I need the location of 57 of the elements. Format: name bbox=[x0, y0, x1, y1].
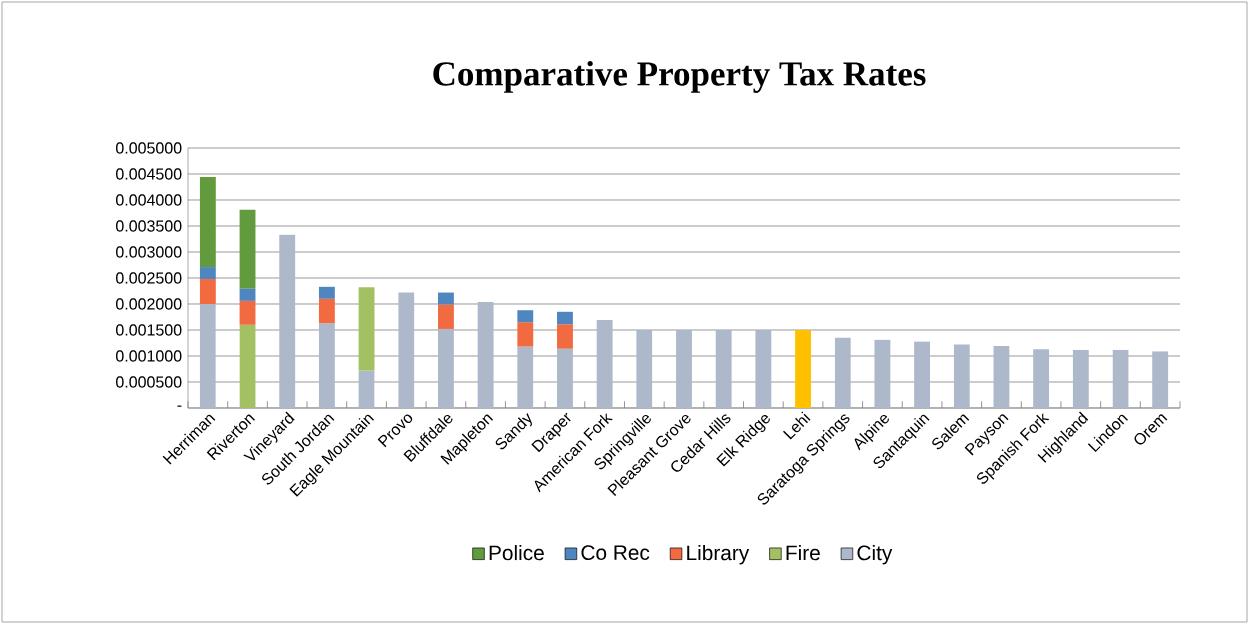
bar bbox=[795, 329, 811, 408]
legend-label: Police bbox=[489, 544, 544, 561]
legend-label: Co Rec bbox=[581, 545, 650, 561]
legend-label: Library bbox=[687, 544, 750, 565]
bar bbox=[437, 304, 454, 329]
bar bbox=[636, 329, 653, 408]
bar bbox=[199, 303, 216, 408]
bar bbox=[1072, 349, 1089, 408]
bar bbox=[517, 310, 534, 323]
bar bbox=[199, 267, 216, 280]
bar bbox=[676, 329, 692, 408]
bar bbox=[358, 287, 375, 371]
bar bbox=[358, 370, 375, 408]
bar bbox=[318, 323, 335, 408]
bar bbox=[1152, 351, 1169, 408]
bar bbox=[318, 286, 335, 299]
y-tick-label: - bbox=[177, 405, 182, 407]
bar bbox=[715, 329, 732, 408]
bar bbox=[477, 301, 494, 408]
bar bbox=[557, 311, 573, 325]
bar bbox=[239, 209, 256, 289]
bar bbox=[1112, 349, 1129, 408]
bar bbox=[755, 329, 772, 408]
bar bbox=[557, 348, 573, 408]
bar bbox=[874, 339, 891, 408]
bar bbox=[199, 279, 216, 304]
legend-label: City bbox=[857, 544, 893, 565]
bar bbox=[1033, 349, 1050, 408]
y-tick-label: 0.003000 bbox=[116, 246, 182, 258]
y-tick-label: 0.003500 bbox=[116, 220, 182, 232]
bar bbox=[993, 346, 1010, 408]
legend-label: Fire bbox=[786, 544, 820, 561]
y-tick-label: 0.004000 bbox=[116, 194, 182, 206]
y-tick-label: 0.002000 bbox=[116, 298, 182, 310]
bar bbox=[517, 346, 534, 408]
y-tick-label: 0.000500 bbox=[116, 376, 182, 388]
bar bbox=[517, 322, 534, 347]
y-tick-label: 0.001500 bbox=[116, 324, 182, 336]
bar bbox=[239, 288, 256, 301]
bar bbox=[834, 337, 851, 408]
bar bbox=[199, 177, 216, 268]
bar bbox=[914, 341, 931, 408]
y-tick-label: 0.001000 bbox=[116, 350, 182, 362]
chart-title: Comparative Property Tax Rates bbox=[433, 61, 926, 93]
bar bbox=[596, 320, 613, 408]
bar bbox=[239, 300, 256, 325]
y-tick-label: 0.005000 bbox=[116, 142, 182, 154]
bar bbox=[318, 298, 335, 324]
bar bbox=[557, 324, 573, 349]
bar bbox=[953, 344, 970, 408]
bar bbox=[437, 328, 454, 408]
y-tick-label: 0.004500 bbox=[116, 168, 182, 180]
bar bbox=[437, 292, 454, 305]
y-tick-label: 0.002500 bbox=[116, 272, 182, 284]
bar bbox=[398, 292, 415, 408]
bar bbox=[239, 324, 256, 408]
bar bbox=[279, 234, 296, 408]
